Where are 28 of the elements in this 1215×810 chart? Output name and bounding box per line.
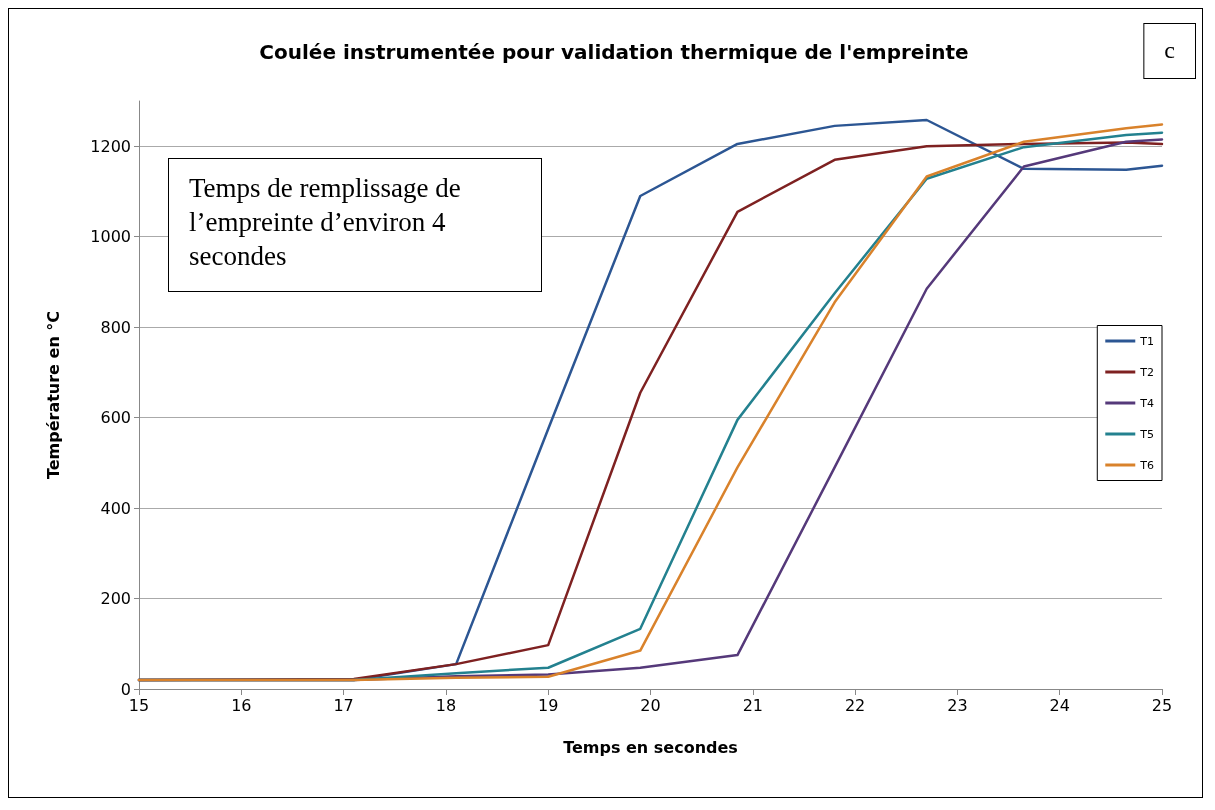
y-tick-label: 800	[100, 317, 131, 337]
x-tick-label: 19	[538, 695, 559, 715]
x-tick-label: 23	[947, 695, 968, 715]
legend-label: T2	[1139, 365, 1154, 379]
x-tick-label: 17	[333, 695, 354, 715]
x-tick-label: 15	[128, 695, 150, 715]
note-box: Temps de remplissage de l’empreinte d’environ 4 secondes	[168, 158, 542, 292]
chart-title: Coulée instrumentée pour validation thermique de l'empreinte	[259, 40, 969, 64]
y-tick-label: 600	[100, 408, 131, 428]
x-tick-label: 22	[844, 695, 866, 715]
y-tick-label: 1200	[90, 136, 131, 156]
legend-label: T6	[1139, 458, 1154, 472]
legend-label: T1	[1139, 334, 1154, 348]
y-tick-label: 1000	[90, 227, 131, 247]
y-tick-label: 0	[120, 679, 131, 699]
x-tick-label: 24	[1049, 695, 1070, 715]
x-tick-label: 25	[1151, 695, 1173, 715]
y-axis-title: Température en °C	[43, 310, 63, 480]
x-tick-label: 16	[231, 695, 252, 715]
x-tick-label: 18	[435, 695, 457, 715]
x-tick-label: 21	[742, 695, 763, 715]
legend-label: T5	[1139, 427, 1154, 441]
legend-label: T4	[1139, 396, 1154, 410]
x-tick-label: 20	[640, 695, 661, 715]
y-tick-label: 400	[100, 498, 131, 518]
text: c	[1164, 37, 1175, 63]
y-tick-label: 200	[100, 589, 131, 609]
x-axis-title: Temps en secondes	[563, 737, 738, 757]
